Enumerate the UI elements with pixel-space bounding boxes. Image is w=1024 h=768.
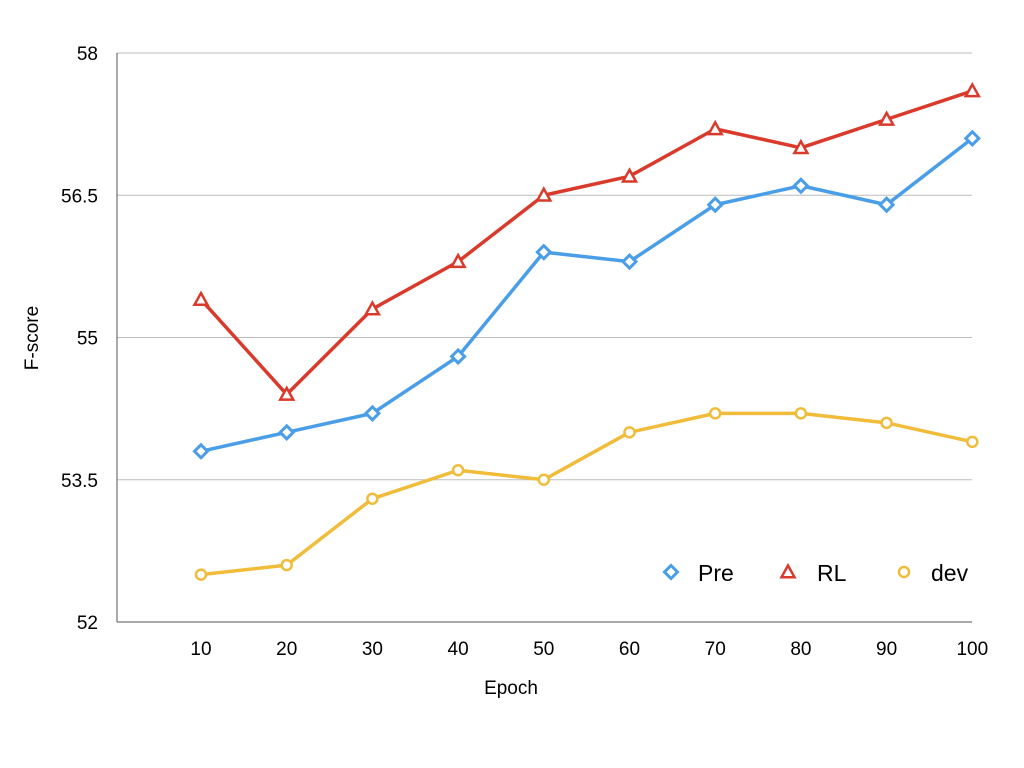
x-tick-label: 20 [276,639,297,660]
data-point [280,558,293,572]
data-point [535,243,553,261]
data-point [966,435,979,449]
x-tick-label: 100 [956,639,988,660]
series-group [192,81,981,581]
data-point [363,404,382,422]
y-tick-label: 52 [77,613,98,634]
data-point [877,110,896,126]
series-line [200,411,973,577]
y-tick-label: 56.5 [61,186,98,207]
y-tick-label: 58 [77,44,98,65]
legend-marker-diamond [662,563,680,581]
data-point [449,252,467,269]
data-point [363,299,382,316]
x-tick-label: 80 [790,639,811,660]
legend-label: Pre [698,560,734,586]
gridlines [117,52,972,481]
data-point [963,129,981,147]
legend-item: RL [779,560,847,586]
series-pre [192,129,981,460]
y-tick-label: 55 [77,329,98,350]
axes [116,53,972,623]
data-point [880,416,893,430]
data-point [620,253,639,271]
data-point [794,407,808,420]
x-tick-label: 30 [362,639,383,660]
data-point [194,568,208,581]
series-line [200,136,974,454]
x-axis-label: Epoch [484,678,538,699]
y-tick-label: 53.5 [61,471,98,492]
x-tick-labels: 10 20 30 40 50 60 70 80 90 100 [190,639,988,660]
data-point [708,407,722,420]
data-point [278,385,296,401]
data-point [877,196,896,214]
data-point [366,492,379,505]
data-point [623,426,636,439]
x-tick-label: 70 [705,639,726,660]
data-point [535,186,553,202]
series-dev [194,407,979,581]
x-tick-label: 60 [619,639,640,660]
legend: Pre RL dev [662,560,969,586]
y-tick-labels: 52 53.5 55 56.5 58 [61,44,98,634]
legend-label: RL [817,560,847,586]
y-axis-label: F-score [22,306,43,370]
x-tick-label: 40 [448,639,469,660]
legend-item: Pre [662,560,734,586]
data-point [451,464,465,477]
data-point [792,138,810,155]
data-point [192,442,210,460]
legend-marker-triangle [779,562,797,579]
data-point [278,423,296,441]
x-tick-label: 10 [190,639,211,660]
data-point [537,473,551,486]
data-point [449,347,467,366]
data-point [792,177,810,195]
data-point [706,119,724,136]
data-point [192,290,210,307]
legend-item: dev [897,560,969,586]
data-point [963,81,981,98]
x-tick-label: 90 [876,639,897,660]
series-line [199,89,973,397]
legend-marker-circle [897,565,911,579]
data-point [620,167,639,183]
x-tick-label: 50 [533,639,554,660]
legend-label: dev [931,560,969,586]
data-point [706,196,724,214]
series-rl [192,81,981,401]
